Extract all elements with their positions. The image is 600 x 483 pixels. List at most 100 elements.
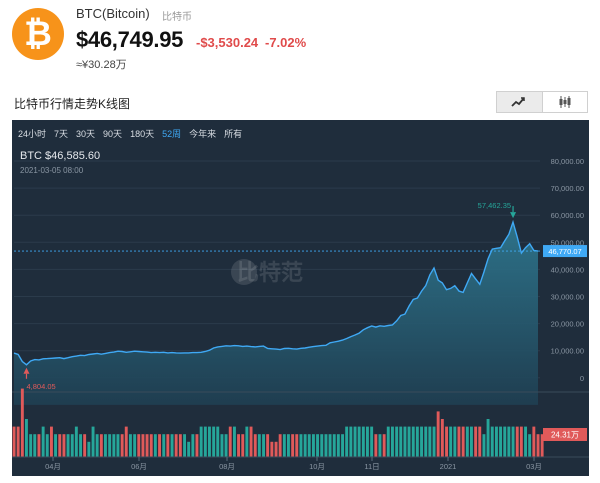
volume-bar xyxy=(99,434,103,457)
volume-bar xyxy=(120,434,124,457)
range-tab[interactable]: 30天 xyxy=(76,129,96,139)
price-area xyxy=(14,222,538,405)
volume-bar xyxy=(453,426,457,457)
range-tab[interactable]: 所有 xyxy=(224,129,243,139)
volume-bar xyxy=(270,441,274,457)
volume-bar xyxy=(241,434,245,457)
max-arrow-icon xyxy=(510,212,517,219)
y-tick-label: 30,000.00 xyxy=(551,293,584,302)
legend-price: BTC $46,585.60 xyxy=(20,150,101,162)
volume-bar xyxy=(166,434,170,457)
volume-bar xyxy=(295,434,299,457)
volume-bar xyxy=(515,426,519,457)
volume-bar xyxy=(278,434,282,457)
min-price-label: 4,804.05 xyxy=(26,382,55,391)
volume-bar xyxy=(353,426,357,457)
volume-bar xyxy=(104,434,107,457)
volume-bar xyxy=(79,434,82,457)
volume-bar xyxy=(445,426,448,457)
volume-bar xyxy=(370,426,374,457)
watermark-logo-icon xyxy=(231,259,257,285)
candlestick-icon xyxy=(559,96,571,108)
current-price-label: 46,770.07 xyxy=(548,247,581,256)
volume-bar xyxy=(382,434,386,457)
volume-bar xyxy=(16,426,20,457)
volume-bar xyxy=(162,434,166,457)
volume-bar xyxy=(465,426,469,457)
time-range-selector: 24小时 7天 30天 90天 180天 52周 今年来 所有 xyxy=(18,127,242,140)
price-change-absolute: -$3,530.24 xyxy=(196,35,259,50)
volume-bar xyxy=(83,434,87,457)
volume-bar xyxy=(91,426,95,457)
volume-bar xyxy=(507,426,511,457)
volume-bar xyxy=(249,426,253,457)
price-chart[interactable]: 80,000.00 70,000.00 60,000.00 50,000.00 40,0… xyxy=(12,120,589,476)
range-tab[interactable]: 90天 xyxy=(103,129,123,139)
volume-bar xyxy=(528,434,532,457)
candlestick-button[interactable] xyxy=(543,92,588,112)
volume-bar xyxy=(411,426,415,457)
range-tab[interactable]: 24小时 xyxy=(18,129,47,139)
y-tick-label: 20,000.00 xyxy=(551,320,584,329)
range-tab[interactable]: 今年来 xyxy=(189,129,217,139)
volume-bar xyxy=(33,434,37,457)
x-tick-label: 06月 xyxy=(131,462,147,471)
volume-bar xyxy=(62,434,66,457)
volume-bar xyxy=(495,426,498,457)
volume-bar xyxy=(50,426,53,457)
volume-bar xyxy=(216,426,220,457)
line-chart-icon xyxy=(511,97,525,107)
volume-bar xyxy=(424,426,428,457)
volume-bar xyxy=(145,434,149,457)
range-tab[interactable]: 52周 xyxy=(162,129,182,139)
volume-bar xyxy=(174,434,178,457)
volume-bar xyxy=(519,426,523,457)
range-tab[interactable]: 7天 xyxy=(54,129,69,139)
volume-bar xyxy=(524,426,527,457)
volume-bar xyxy=(224,434,228,457)
volume-bar xyxy=(299,434,303,457)
volume-bar xyxy=(257,434,261,457)
volume-bar xyxy=(70,434,74,457)
volume-bar xyxy=(536,434,540,457)
volume-bar xyxy=(95,434,99,457)
volume-bar xyxy=(482,434,486,457)
volume-bar xyxy=(366,426,369,457)
y-tick-label: 50,000.00 xyxy=(551,238,584,247)
volume-bar xyxy=(25,419,28,457)
volume-bar xyxy=(511,426,515,457)
volume-bar xyxy=(291,434,295,457)
volume-bar xyxy=(66,434,70,457)
volume-bar xyxy=(220,434,224,457)
price-cny: ≈¥30.28万 xyxy=(76,59,127,71)
volume-bar xyxy=(349,426,353,457)
volume-bar xyxy=(158,434,161,457)
range-tab[interactable]: 180天 xyxy=(130,129,155,139)
volume-bar xyxy=(266,434,270,457)
volume-bar xyxy=(37,434,41,457)
volume-bar xyxy=(503,426,507,457)
volume-bar xyxy=(183,434,186,457)
x-tick-label: 10月 xyxy=(309,462,325,471)
volume-bar xyxy=(395,426,399,457)
volume-bar xyxy=(282,434,286,457)
volume-bar xyxy=(253,434,257,457)
volume-bar xyxy=(129,434,132,457)
volume-bar xyxy=(237,434,240,457)
x-tick-label: 08月 xyxy=(219,462,235,471)
volume-bar xyxy=(407,426,411,457)
volume-bar xyxy=(316,434,319,457)
line-chart-button[interactable] xyxy=(497,92,543,112)
volume-bar xyxy=(203,426,207,457)
volume-bar xyxy=(312,434,315,457)
price-line xyxy=(13,219,539,366)
current-price-tag xyxy=(543,245,587,258)
volume-bar xyxy=(415,426,419,457)
volume-bar xyxy=(432,426,436,457)
price-change-percent: -7.02% xyxy=(265,35,307,50)
volume-bar xyxy=(345,426,349,457)
price-chart-panel: 24小时 7天 30天 90天 180天 52周 今年来 所有 BTC $46,585.60 … xyxy=(12,120,589,476)
volume-bar xyxy=(45,434,49,457)
watermark: 比特范 xyxy=(237,260,303,286)
coin-chinese-name: 比特币 xyxy=(162,12,192,23)
